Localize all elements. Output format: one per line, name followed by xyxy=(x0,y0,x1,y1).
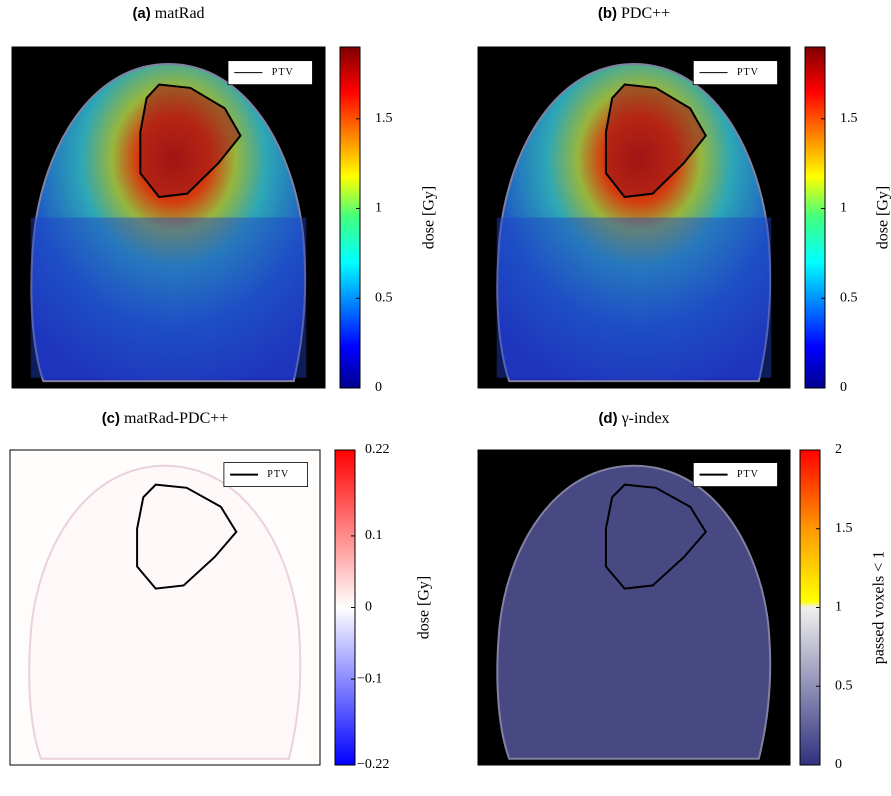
colorbar-tick-label: 1.5 xyxy=(835,521,853,536)
colorbar xyxy=(805,47,825,388)
panel-name: matRad xyxy=(155,5,205,22)
legend-text: PTV xyxy=(737,469,759,480)
colorbar-label: dose [Gy] xyxy=(416,576,433,640)
colorbar-tick-label: 1 xyxy=(835,600,842,615)
colorbar-label: dose [Gy] xyxy=(875,186,891,250)
colorbar-label: passed voxels < 1 xyxy=(871,551,888,664)
colorbar-tick-label: 0 xyxy=(835,757,842,772)
colorbar-tick-label: 0.1 xyxy=(365,528,383,543)
colorbar-tick-label: 1.5 xyxy=(375,111,393,126)
panel-name: γ-index xyxy=(621,410,670,427)
colorbar-tick-label: 1.5 xyxy=(840,111,858,126)
lower-dose-region xyxy=(497,218,772,378)
colorbar-tick-label: 2 xyxy=(835,442,842,457)
panel-name: PDC++ xyxy=(621,5,670,22)
panel-label: (d) xyxy=(598,410,617,427)
colorbar-label: dose [Gy] xyxy=(421,186,438,250)
panel-label: (a) xyxy=(132,5,150,22)
panel-title: (d) γ-index xyxy=(598,410,669,427)
colorbar-tick-label: 1 xyxy=(375,201,382,216)
colorbar-tick-label: 1 xyxy=(840,201,847,216)
colorbar-tick-label: 0.5 xyxy=(840,290,858,305)
panel-name: matRad-PDC++ xyxy=(124,410,228,427)
colorbar xyxy=(340,47,360,388)
legend-text: PTV xyxy=(272,67,294,78)
panel-title: (a) matRad xyxy=(132,5,204,22)
colorbar-tick-label: 0.5 xyxy=(375,290,393,305)
legend-text: PTV xyxy=(267,469,289,480)
figure: (a) matRadPTV00.511.5dose [Gy](b) PDC++P… xyxy=(0,0,891,796)
colorbar-tick-label: 0 xyxy=(365,600,372,615)
colorbar-tick-label: 0 xyxy=(840,380,847,395)
colorbar-tick-label: 0 xyxy=(375,380,382,395)
panel-label: (b) xyxy=(598,5,617,22)
legend-text: PTV xyxy=(737,67,759,78)
panel-title: (c) matRad-PDC++ xyxy=(102,410,229,427)
colorbar-tick-label: −0.1 xyxy=(357,671,382,686)
page: (a) matRadPTV00.511.5dose [Gy](b) PDC++P… xyxy=(0,0,891,796)
lower-dose-region xyxy=(31,218,306,378)
colorbar-tick-label: −0.22 xyxy=(357,757,389,772)
panel-title: (b) PDC++ xyxy=(598,5,670,22)
colorbar-tick-label: 0.5 xyxy=(835,678,853,693)
panel-label: (c) xyxy=(102,410,120,427)
colorbar-tick-label: 0.22 xyxy=(365,442,390,457)
